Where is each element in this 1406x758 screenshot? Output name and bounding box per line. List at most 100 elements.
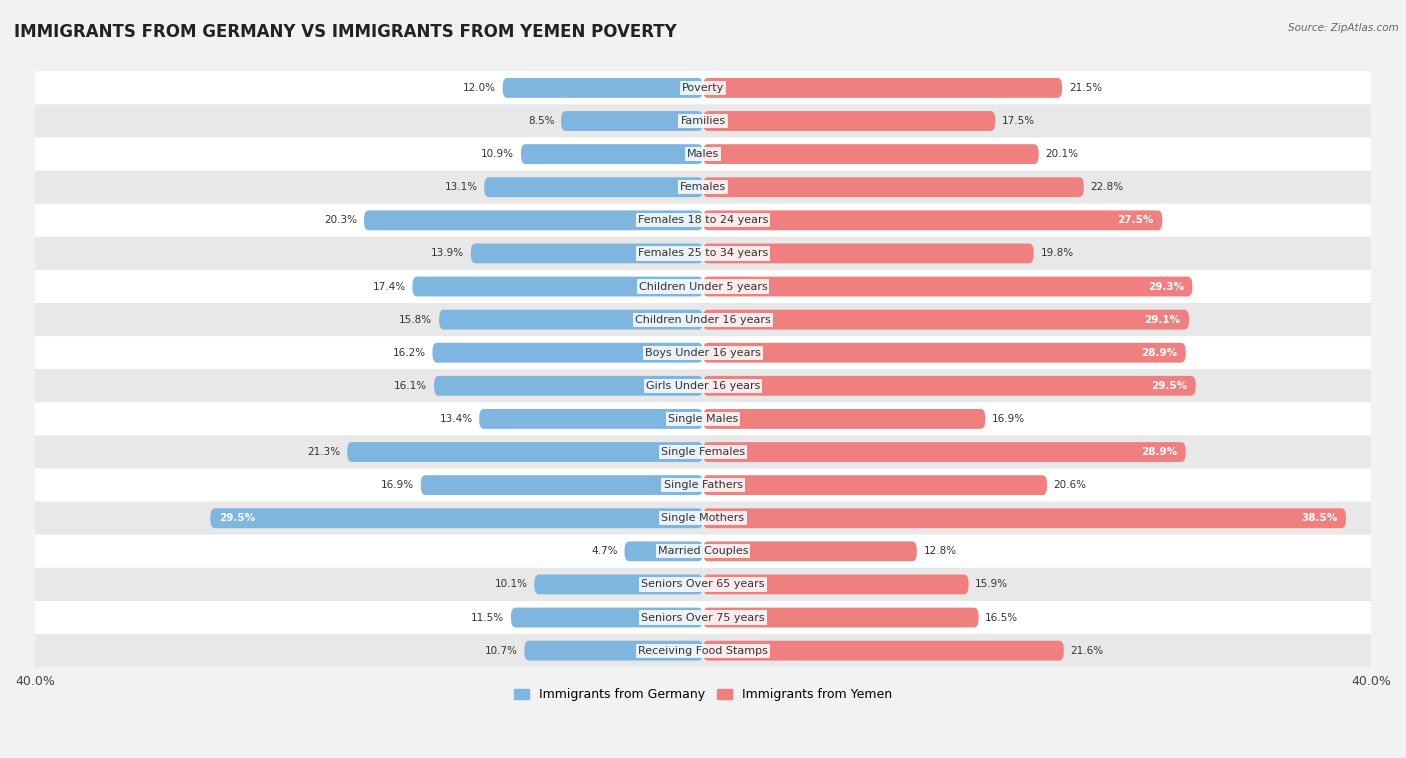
- Text: 15.8%: 15.8%: [399, 315, 433, 324]
- FancyBboxPatch shape: [35, 337, 1371, 369]
- FancyBboxPatch shape: [524, 641, 703, 660]
- Text: 21.6%: 21.6%: [1070, 646, 1104, 656]
- FancyBboxPatch shape: [412, 277, 703, 296]
- Text: Females 25 to 34 years: Females 25 to 34 years: [638, 249, 768, 258]
- Text: Males: Males: [688, 149, 718, 159]
- Text: 13.4%: 13.4%: [440, 414, 472, 424]
- Text: 20.3%: 20.3%: [325, 215, 357, 225]
- FancyBboxPatch shape: [35, 634, 1371, 667]
- FancyBboxPatch shape: [502, 78, 703, 98]
- FancyBboxPatch shape: [561, 111, 703, 131]
- FancyBboxPatch shape: [35, 270, 1371, 303]
- Text: 16.5%: 16.5%: [986, 612, 1018, 622]
- FancyBboxPatch shape: [35, 402, 1371, 436]
- FancyBboxPatch shape: [35, 369, 1371, 402]
- Text: 16.9%: 16.9%: [993, 414, 1025, 424]
- FancyBboxPatch shape: [35, 468, 1371, 502]
- FancyBboxPatch shape: [703, 442, 1185, 462]
- Text: 29.3%: 29.3%: [1147, 281, 1184, 292]
- FancyBboxPatch shape: [479, 409, 703, 429]
- Text: 19.8%: 19.8%: [1040, 249, 1074, 258]
- Text: 10.7%: 10.7%: [485, 646, 517, 656]
- FancyBboxPatch shape: [35, 105, 1371, 137]
- FancyBboxPatch shape: [703, 475, 1047, 495]
- FancyBboxPatch shape: [624, 541, 703, 561]
- Text: 10.1%: 10.1%: [495, 579, 527, 590]
- Text: Seniors Over 75 years: Seniors Over 75 years: [641, 612, 765, 622]
- Text: 11.5%: 11.5%: [471, 612, 505, 622]
- Text: 21.3%: 21.3%: [308, 447, 340, 457]
- FancyBboxPatch shape: [439, 310, 703, 330]
- Text: 16.9%: 16.9%: [381, 480, 413, 490]
- FancyBboxPatch shape: [35, 568, 1371, 601]
- FancyBboxPatch shape: [703, 376, 1195, 396]
- FancyBboxPatch shape: [703, 78, 1062, 98]
- Text: Single Males: Single Males: [668, 414, 738, 424]
- FancyBboxPatch shape: [35, 601, 1371, 634]
- FancyBboxPatch shape: [703, 111, 995, 131]
- Text: 4.7%: 4.7%: [592, 547, 617, 556]
- FancyBboxPatch shape: [703, 243, 1033, 263]
- FancyBboxPatch shape: [703, 144, 1039, 164]
- Text: 17.5%: 17.5%: [1002, 116, 1035, 126]
- Text: Source: ZipAtlas.com: Source: ZipAtlas.com: [1288, 23, 1399, 33]
- FancyBboxPatch shape: [420, 475, 703, 495]
- Text: Children Under 5 years: Children Under 5 years: [638, 281, 768, 292]
- Text: 20.1%: 20.1%: [1046, 149, 1078, 159]
- Text: 17.4%: 17.4%: [373, 281, 406, 292]
- FancyBboxPatch shape: [703, 277, 1192, 296]
- Text: 28.9%: 28.9%: [1142, 348, 1177, 358]
- Text: 21.5%: 21.5%: [1069, 83, 1102, 93]
- FancyBboxPatch shape: [35, 204, 1371, 236]
- Text: Girls Under 16 years: Girls Under 16 years: [645, 381, 761, 391]
- FancyBboxPatch shape: [484, 177, 703, 197]
- Text: Receiving Food Stamps: Receiving Food Stamps: [638, 646, 768, 656]
- Text: 10.9%: 10.9%: [481, 149, 515, 159]
- Text: 28.9%: 28.9%: [1142, 447, 1177, 457]
- Text: IMMIGRANTS FROM GERMANY VS IMMIGRANTS FROM YEMEN POVERTY: IMMIGRANTS FROM GERMANY VS IMMIGRANTS FR…: [14, 23, 676, 41]
- FancyBboxPatch shape: [703, 608, 979, 628]
- Text: 38.5%: 38.5%: [1302, 513, 1337, 523]
- Text: Seniors Over 65 years: Seniors Over 65 years: [641, 579, 765, 590]
- FancyBboxPatch shape: [35, 171, 1371, 204]
- FancyBboxPatch shape: [703, 177, 1084, 197]
- FancyBboxPatch shape: [35, 436, 1371, 468]
- Text: 29.5%: 29.5%: [219, 513, 254, 523]
- Text: 16.2%: 16.2%: [392, 348, 426, 358]
- Text: 13.9%: 13.9%: [432, 249, 464, 258]
- Text: Families: Families: [681, 116, 725, 126]
- FancyBboxPatch shape: [703, 211, 1163, 230]
- Text: 13.1%: 13.1%: [444, 182, 478, 193]
- Text: 12.8%: 12.8%: [924, 547, 956, 556]
- Text: Poverty: Poverty: [682, 83, 724, 93]
- FancyBboxPatch shape: [703, 509, 1346, 528]
- Text: 27.5%: 27.5%: [1118, 215, 1154, 225]
- FancyBboxPatch shape: [35, 502, 1371, 535]
- FancyBboxPatch shape: [534, 575, 703, 594]
- FancyBboxPatch shape: [35, 303, 1371, 337]
- Text: 15.9%: 15.9%: [976, 579, 1008, 590]
- FancyBboxPatch shape: [433, 343, 703, 362]
- FancyBboxPatch shape: [703, 310, 1189, 330]
- Text: Children Under 16 years: Children Under 16 years: [636, 315, 770, 324]
- Text: 29.5%: 29.5%: [1152, 381, 1187, 391]
- Text: Single Fathers: Single Fathers: [664, 480, 742, 490]
- Text: Females 18 to 24 years: Females 18 to 24 years: [638, 215, 768, 225]
- Text: 29.1%: 29.1%: [1144, 315, 1181, 324]
- FancyBboxPatch shape: [364, 211, 703, 230]
- FancyBboxPatch shape: [35, 236, 1371, 270]
- Text: 8.5%: 8.5%: [527, 116, 554, 126]
- FancyBboxPatch shape: [703, 575, 969, 594]
- FancyBboxPatch shape: [510, 608, 703, 628]
- FancyBboxPatch shape: [703, 343, 1185, 362]
- Text: 22.8%: 22.8%: [1091, 182, 1123, 193]
- FancyBboxPatch shape: [703, 409, 986, 429]
- Text: Boys Under 16 years: Boys Under 16 years: [645, 348, 761, 358]
- FancyBboxPatch shape: [703, 641, 1064, 660]
- FancyBboxPatch shape: [347, 442, 703, 462]
- Text: Single Mothers: Single Mothers: [661, 513, 745, 523]
- Text: 20.6%: 20.6%: [1053, 480, 1087, 490]
- Text: 12.0%: 12.0%: [463, 83, 496, 93]
- FancyBboxPatch shape: [434, 376, 703, 396]
- FancyBboxPatch shape: [211, 509, 703, 528]
